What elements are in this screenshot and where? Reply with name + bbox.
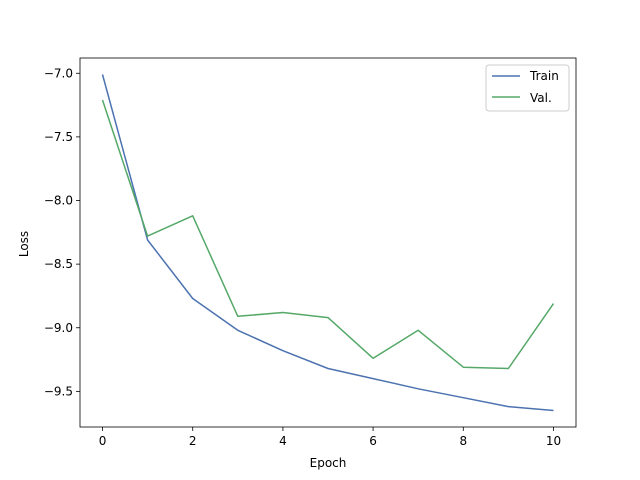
x-tick-label: 10 <box>546 434 561 448</box>
x-tick-label: 2 <box>189 434 197 448</box>
legend: Train Val. <box>485 64 570 112</box>
y-tick-label: −9.5 <box>44 384 73 398</box>
x-axis: 0 2 4 6 8 10 <box>99 427 561 448</box>
y-tick-label: −7.5 <box>44 130 73 144</box>
axes-frame <box>79 57 577 428</box>
y-tick-label: −7.0 <box>44 66 73 80</box>
x-tick-label: 0 <box>99 434 107 448</box>
x-tick-label: 8 <box>459 434 467 448</box>
legend-label-val: Val. <box>530 91 552 105</box>
series-line-val <box>101 99 555 370</box>
x-tick-label: 4 <box>279 434 287 448</box>
series-line-train <box>101 74 554 412</box>
y-axis-title: Loss <box>17 231 31 257</box>
plot-area <box>101 74 555 412</box>
y-tick-label: −8.0 <box>44 194 73 208</box>
y-tick-label: −9.0 <box>44 321 73 335</box>
x-tick-label: 6 <box>369 434 377 448</box>
y-axis: −7.0 −7.5 −8.0 −8.5 −9.0 −9.5 <box>44 66 80 398</box>
legend-label-train: Train <box>529 69 559 83</box>
y-tick-label: −8.5 <box>44 257 73 271</box>
x-axis-title: Epoch <box>310 456 347 470</box>
